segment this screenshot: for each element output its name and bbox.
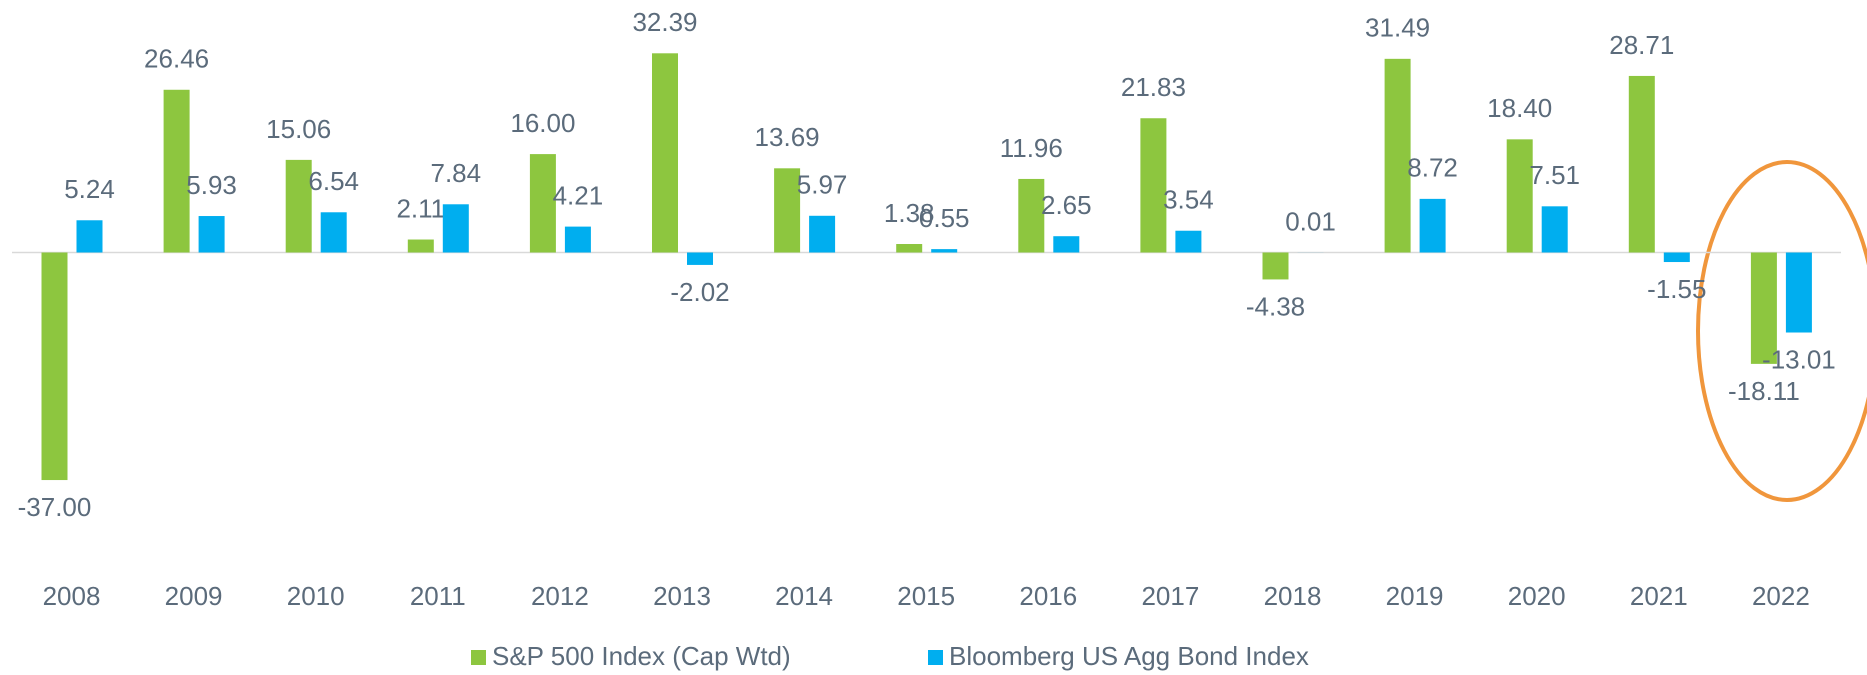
data-label: 31.49 bbox=[1365, 13, 1430, 43]
x-tick-label: 2011 bbox=[410, 581, 466, 611]
x-tick-label: 2008 bbox=[43, 581, 101, 611]
bar bbox=[809, 215, 836, 253]
data-label: 21.83 bbox=[1121, 72, 1186, 102]
bar bbox=[163, 89, 190, 253]
bar bbox=[564, 226, 591, 253]
bar bbox=[1053, 236, 1080, 253]
data-label: 26.46 bbox=[144, 44, 209, 74]
data-label: 5.24 bbox=[64, 174, 115, 204]
legend-swatch bbox=[928, 650, 943, 665]
data-label: -18.11 bbox=[1728, 376, 1800, 406]
bar bbox=[1750, 252, 1777, 364]
bar bbox=[1663, 252, 1690, 263]
highlight-ellipse bbox=[1696, 160, 1867, 502]
x-tick-label: 2022 bbox=[1752, 581, 1810, 611]
bar bbox=[931, 249, 958, 253]
bar bbox=[1175, 230, 1202, 253]
data-label: 5.97 bbox=[797, 170, 848, 200]
data-label: 0.01 bbox=[1285, 206, 1336, 236]
legend-label: S&P 500 Index (Cap Wtd) bbox=[492, 641, 791, 671]
bar bbox=[1262, 252, 1289, 280]
bar bbox=[896, 244, 923, 253]
x-tick-label: 2020 bbox=[1508, 581, 1566, 611]
data-label: 6.54 bbox=[308, 166, 359, 196]
data-label: 32.39 bbox=[632, 7, 697, 37]
bar bbox=[407, 239, 434, 253]
data-label: 2.11 bbox=[396, 193, 445, 223]
data-label: 7.51 bbox=[1529, 160, 1580, 190]
bar bbox=[198, 216, 225, 253]
bar bbox=[1384, 58, 1411, 253]
bar bbox=[1419, 198, 1446, 253]
data-label: 4.21 bbox=[553, 180, 604, 210]
bar bbox=[1785, 252, 1812, 333]
data-label: 18.40 bbox=[1487, 93, 1552, 123]
bar bbox=[1541, 206, 1568, 253]
data-label: 5.93 bbox=[186, 170, 237, 200]
data-label: -37.00 bbox=[18, 492, 92, 522]
bar bbox=[529, 154, 556, 253]
data-label: -13.01 bbox=[1762, 344, 1836, 374]
data-label: 8.72 bbox=[1407, 153, 1458, 183]
bar bbox=[1018, 178, 1045, 253]
data-label: 1.38 bbox=[884, 198, 935, 228]
x-tick-label: 2012 bbox=[531, 581, 589, 611]
data-label: 15.06 bbox=[266, 114, 331, 144]
x-tick-label: 2013 bbox=[653, 581, 711, 611]
x-tick-label: 2019 bbox=[1386, 581, 1444, 611]
bar bbox=[320, 212, 347, 253]
data-label: 11.96 bbox=[1000, 133, 1063, 163]
legend-label: Bloomberg US Agg Bond Index bbox=[949, 641, 1309, 671]
bar bbox=[1140, 118, 1167, 253]
bar bbox=[1506, 139, 1533, 253]
legend-swatch bbox=[471, 650, 486, 665]
x-tick-label: 2015 bbox=[897, 581, 955, 611]
bar bbox=[285, 159, 312, 253]
data-label: 28.71 bbox=[1609, 30, 1674, 60]
data-label: 16.00 bbox=[510, 108, 575, 138]
data-label: 2.65 bbox=[1041, 190, 1092, 220]
bar bbox=[652, 53, 678, 253]
data-label: -4.38 bbox=[1246, 291, 1305, 321]
x-tick-label: 2018 bbox=[1264, 581, 1322, 611]
x-tick-label: 2009 bbox=[165, 581, 223, 611]
data-label: 13.69 bbox=[755, 122, 820, 152]
bar bbox=[76, 220, 103, 253]
x-tick-label: 2010 bbox=[287, 581, 345, 611]
bar bbox=[41, 252, 68, 481]
data-label: -1.55 bbox=[1647, 274, 1706, 304]
data-label: -2.02 bbox=[670, 277, 729, 307]
bar bbox=[442, 204, 469, 253]
x-tick-label: 2021 bbox=[1630, 581, 1688, 611]
bar bbox=[774, 168, 801, 253]
data-label: 0.55 bbox=[919, 203, 970, 233]
bar bbox=[687, 252, 713, 265]
data-label: 3.54 bbox=[1163, 185, 1214, 215]
bar bbox=[1628, 75, 1655, 253]
x-tick-label: 2016 bbox=[1019, 581, 1077, 611]
x-tick-label: 2017 bbox=[1141, 581, 1199, 611]
x-tick-label: 2014 bbox=[775, 581, 833, 611]
data-label: 7.84 bbox=[430, 158, 481, 188]
